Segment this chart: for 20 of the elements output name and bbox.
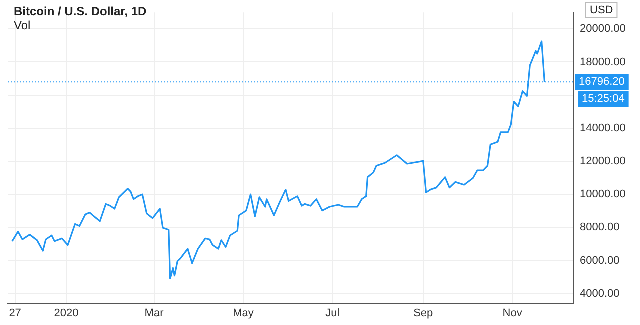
ref-line-label: 16796.20 (579, 76, 625, 88)
x-tick-label: May (233, 307, 254, 320)
y-tick-label: 6000.00 (580, 254, 620, 267)
y-tick-label: 20000.00 (580, 23, 626, 36)
annotation: Vol (14, 18, 31, 32)
y-tick-label: 4000.00 (580, 288, 620, 300)
y-tick-label: 14000.00 (580, 122, 626, 134)
text: 15:25:04 (582, 93, 625, 106)
y-tick-label: 8000.00 (580, 222, 620, 234)
x-tick-label: 27 (9, 307, 22, 320)
text: USD (590, 4, 614, 17)
chart-title: Bitcoin / U.S. Dollar, 1D (14, 4, 148, 18)
x-tick-label: 2020 (54, 307, 79, 320)
x-tick-label: Sep (414, 307, 434, 320)
y-tick-label: 18000.00 (580, 56, 626, 68)
x-tick-label: Nov (502, 307, 523, 320)
x-tick-label: Mar (144, 307, 164, 320)
y-tick-label: 12000.00 (580, 156, 626, 168)
y-tick-label: 10000.00 (580, 188, 626, 201)
x-tick-label: Jul (326, 307, 340, 320)
